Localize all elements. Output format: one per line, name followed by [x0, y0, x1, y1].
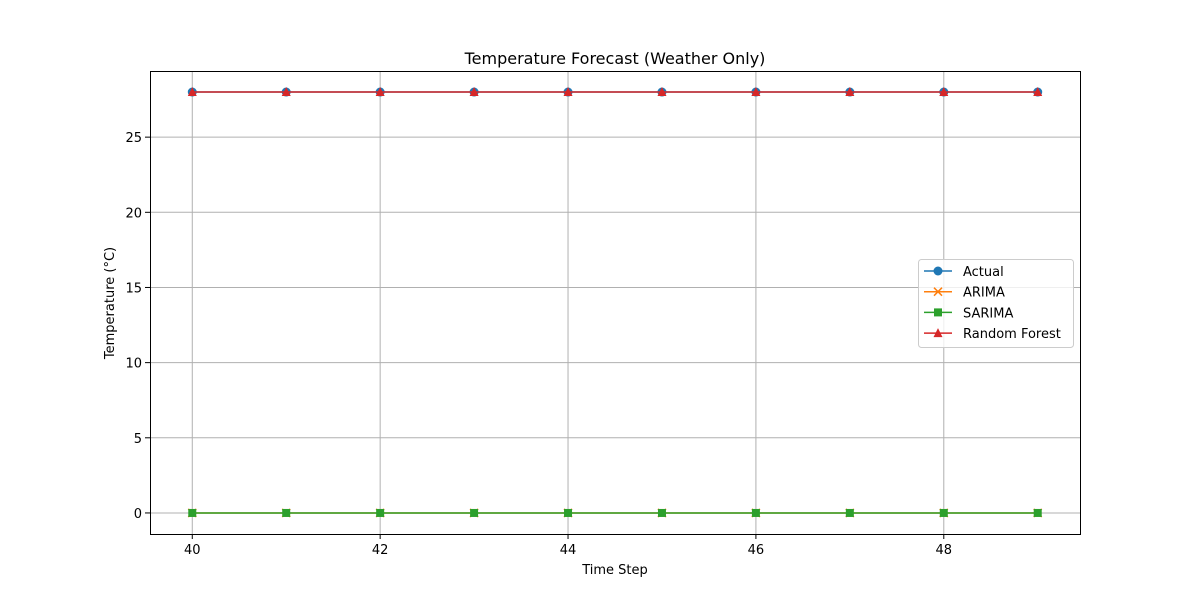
data-point-sarima — [939, 508, 948, 517]
legend-item-actual: Actual — [924, 265, 1004, 280]
y-tick-label: 0 — [134, 507, 142, 522]
data-point-random-forest — [563, 87, 573, 97]
data-point-sarima — [657, 508, 666, 517]
data-point-random-forest — [657, 87, 667, 97]
y-tick-label: 10 — [125, 357, 142, 372]
legend-label-sarima: SARIMA — [963, 306, 1013, 321]
legend-marker-sarima — [934, 308, 942, 317]
grid — [150, 71, 1080, 534]
data-point-sarima — [470, 508, 479, 517]
data-point-random-forest — [751, 87, 761, 97]
legend-marker-random-forest — [933, 328, 943, 338]
data-point-sarima — [564, 508, 573, 517]
data-point-random-forest — [281, 87, 291, 97]
x-tick-label: 42 — [372, 543, 389, 558]
data-point-random-forest — [375, 87, 385, 97]
data-point-random-forest — [469, 87, 479, 97]
data-point-sarima — [376, 508, 385, 517]
legend-label-random-forest: Random Forest — [963, 327, 1061, 342]
y-tick-label: 15 — [125, 281, 142, 296]
legend-marker-actual — [933, 266, 943, 276]
legend-box — [918, 259, 1074, 348]
y-tick-label: 5 — [134, 432, 142, 447]
chart-title: Temperature Forecast (Weather Only) — [464, 49, 766, 68]
y-tick-label: 25 — [125, 131, 142, 146]
data-point-random-forest — [845, 87, 855, 97]
data-point-sarima — [1033, 508, 1042, 517]
legend-item-sarima: SARIMA — [924, 306, 1013, 321]
legend: Actual ARIMA SARIMA Random Forest — [918, 259, 1074, 348]
legend-item-arima: ARIMA — [924, 286, 1005, 301]
series-sarima — [188, 508, 1042, 517]
ticks: 40 42 44 46 48 0 5 10 15 20 25 — [125, 131, 952, 558]
legend-label-actual: Actual — [963, 265, 1004, 280]
legend-item-random-forest: Random Forest — [924, 327, 1061, 342]
x-axis-label: Time Step — [581, 563, 648, 578]
x-tick-label: 40 — [184, 543, 201, 558]
data-point-random-forest — [1033, 87, 1043, 97]
data-point-random-forest — [187, 87, 197, 97]
y-tick-label: 20 — [125, 206, 142, 221]
x-tick-label: 44 — [560, 543, 577, 558]
data-point-sarima — [845, 508, 854, 517]
x-tick-label: 46 — [748, 543, 765, 558]
data-point-sarima — [188, 508, 197, 517]
x-tick-label: 48 — [936, 543, 953, 558]
data-point-sarima — [751, 508, 760, 517]
series-group — [187, 87, 1043, 518]
y-axis-label: Temperature (°C) — [103, 247, 118, 360]
data-point-sarima — [282, 508, 291, 517]
series-random-forest — [187, 87, 1043, 97]
plot-frame — [150, 71, 1081, 535]
legend-marker-arima — [933, 287, 943, 297]
data-point-random-forest — [939, 87, 949, 97]
legend-label-arima: ARIMA — [963, 286, 1005, 301]
